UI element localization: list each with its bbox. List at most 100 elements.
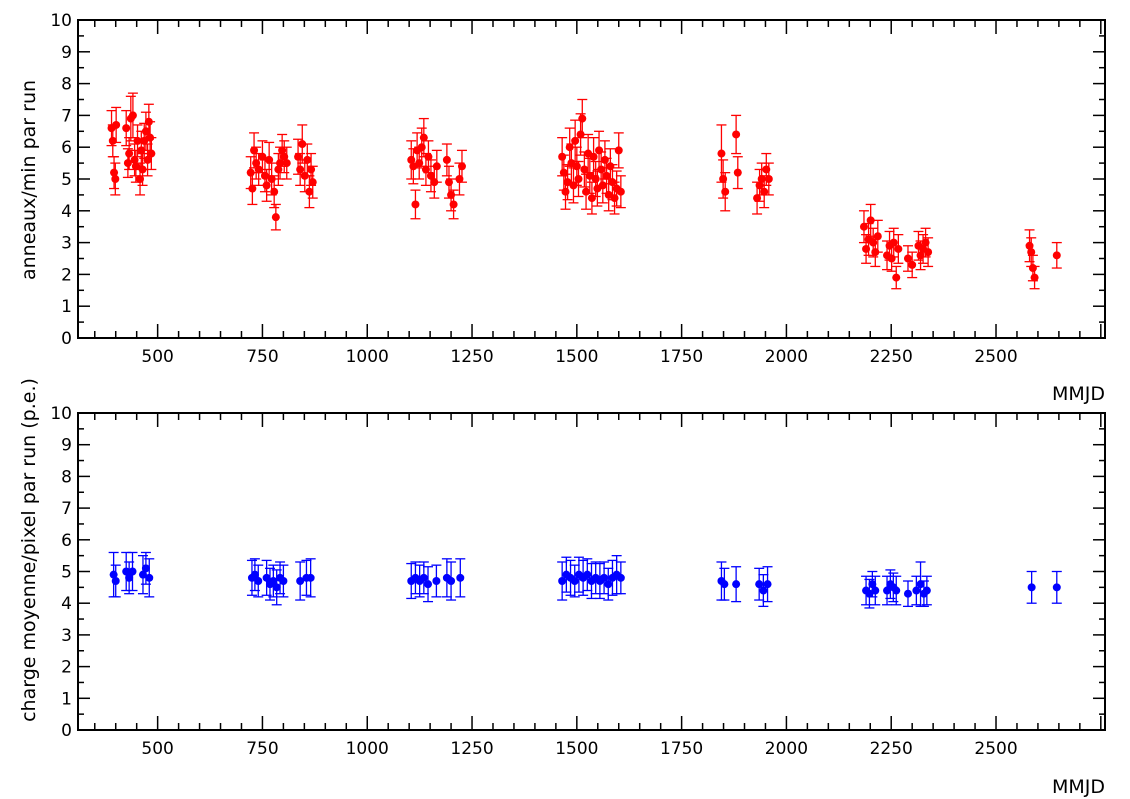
point-marker — [130, 155, 139, 164]
y-tick-label: 2 — [61, 265, 72, 285]
point-marker — [122, 567, 131, 576]
x-axis-title: MMJD — [1052, 383, 1105, 405]
point-marker — [250, 570, 259, 579]
data-point — [893, 233, 904, 264]
point-marker — [432, 577, 441, 586]
point-marker — [296, 577, 305, 586]
bottom-panel-charge-per-pixel: 0 1 2 3 4 5 6 7 8 9 10 500 750 1000 1250 1500 1750 2000 22… — [18, 378, 1106, 798]
point-marker — [128, 567, 137, 576]
point-marker — [582, 187, 591, 196]
y-tick-label: 5 — [61, 563, 72, 583]
x-tick-label: 2500 — [974, 347, 1017, 367]
data-point — [110, 564, 121, 598]
y-tick-label: 3 — [61, 234, 72, 254]
point-marker — [892, 273, 901, 282]
point-marker — [559, 168, 568, 177]
point-marker — [305, 187, 314, 196]
point-marker — [110, 168, 119, 177]
point-marker — [432, 162, 441, 171]
data-point — [579, 151, 590, 188]
point-marker — [254, 577, 263, 586]
point-marker — [128, 111, 137, 120]
point-marker — [279, 577, 288, 586]
point-marker — [141, 564, 150, 573]
x-tick-label: 500 — [141, 739, 173, 759]
y-tick-label: 4 — [61, 594, 72, 614]
data-point — [261, 559, 272, 596]
point-marker — [595, 146, 604, 155]
point-marker — [417, 143, 426, 152]
y-tick-label: 6 — [61, 531, 72, 551]
data-point — [270, 203, 281, 231]
data-point — [570, 119, 581, 163]
point-marker — [733, 168, 742, 177]
point-marker — [303, 155, 312, 164]
point-marker — [131, 162, 140, 171]
data-point — [565, 559, 576, 596]
point-marker — [720, 580, 729, 589]
point-marker — [248, 184, 257, 193]
data-point — [921, 575, 932, 606]
data-point — [305, 558, 316, 598]
point-marker — [447, 577, 456, 586]
y-tick-label: 9 — [61, 436, 72, 456]
data-point — [858, 210, 869, 244]
y-axis-title: charge moyenne/pixel par run (p.e.) — [18, 378, 40, 722]
data-point — [431, 149, 442, 183]
point-marker — [125, 573, 134, 582]
data-point — [127, 551, 138, 592]
data-point — [108, 551, 119, 598]
x-tick-label: 2250 — [870, 739, 913, 759]
x-tick-label: 1750 — [660, 347, 703, 367]
point-marker — [578, 114, 587, 123]
point-marker — [865, 589, 874, 598]
data-point — [599, 561, 610, 595]
point-marker — [147, 149, 156, 158]
top-panel-anneaux-rate: 0 1 2 3 4 5 6 7 8 9 10 500 750 1000 1250 1500 1750 2000 22… — [18, 11, 1106, 405]
data-point — [577, 98, 588, 139]
point-marker — [138, 165, 147, 174]
point-marker — [308, 178, 317, 187]
point-marker — [282, 159, 291, 168]
data-point — [456, 149, 467, 183]
data-point — [731, 114, 742, 155]
y-tick-label: 1 — [61, 689, 72, 709]
data-point — [891, 265, 902, 290]
data-point — [111, 106, 122, 144]
point-marker — [269, 577, 278, 586]
point-marker — [258, 152, 267, 161]
data-point — [902, 245, 913, 272]
point-marker — [600, 155, 609, 164]
data-point — [732, 156, 743, 190]
point-marker — [125, 149, 134, 158]
point-marker — [616, 187, 625, 196]
y-tick-label: 5 — [61, 170, 72, 190]
y-tick-label: 0 — [61, 329, 72, 349]
point-marker — [1052, 583, 1061, 592]
data-point — [762, 566, 773, 603]
point-marker — [449, 200, 458, 209]
point-marker — [558, 577, 567, 586]
point-marker — [112, 120, 121, 129]
point-marker — [296, 165, 305, 174]
point-marker — [871, 586, 880, 595]
y-tick-label: 1 — [61, 297, 72, 317]
point-marker — [868, 580, 877, 589]
point-marker — [145, 573, 154, 582]
data-point — [1051, 241, 1062, 269]
x-tick-label: 1500 — [555, 739, 598, 759]
data-point — [759, 175, 770, 209]
data-point — [110, 162, 121, 196]
y-tick-label: 7 — [61, 106, 72, 126]
point-marker — [271, 213, 280, 222]
data-point — [592, 170, 603, 207]
x-axis-title: MMJD — [1052, 776, 1105, 798]
data-point — [261, 168, 272, 202]
y-tick-label: 8 — [61, 467, 72, 487]
data-point — [297, 124, 308, 164]
data-point — [418, 117, 429, 158]
point-marker — [721, 187, 730, 196]
point-marker — [572, 162, 581, 171]
point-marker — [419, 573, 428, 582]
point-marker — [424, 580, 433, 589]
